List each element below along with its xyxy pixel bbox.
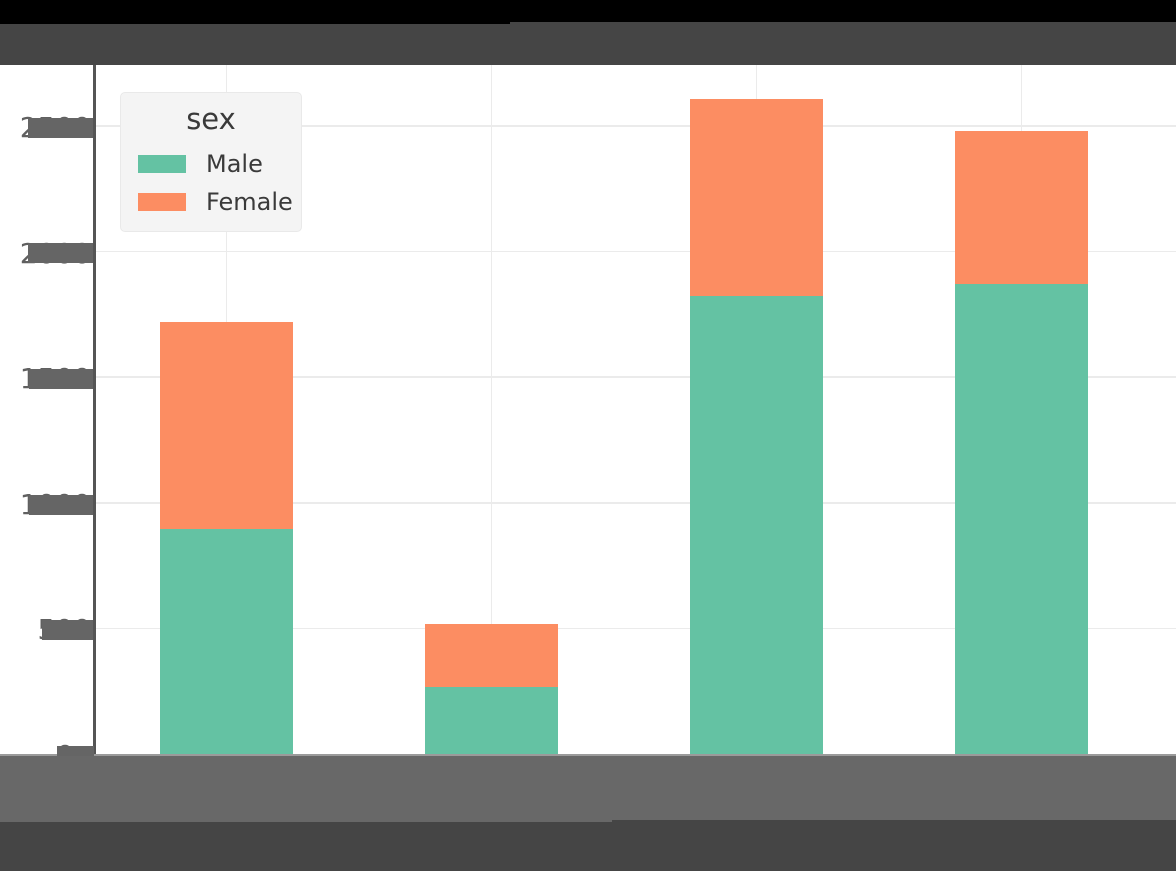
bar-cat2-female [425,624,558,687]
redaction-x-tick-labels [0,756,1176,822]
legend-label-female: Female [206,188,293,217]
redaction-ytick-zero [57,746,94,757]
legend-swatch-female [138,193,186,212]
v-gridline-cat2 [490,65,493,754]
legend-label-male: Male [206,150,263,178]
bar-cat4-female [955,131,1088,284]
bar-cat3-female [690,98,823,297]
redaction-ytick-1000 [29,494,94,515]
redaction-x-axis-title-step [612,820,1176,871]
bar-cat1-male [160,529,293,754]
redaction-ytick-2500 [28,117,94,138]
h-gridline-500 [95,627,1176,630]
x-axis-line [0,753,1176,756]
redaction-ytick-1500 [29,368,94,389]
y-axis-spine [93,65,96,754]
redaction-ytick-500 [42,620,94,641]
h-gridline-2000 [95,250,1176,253]
top-black-strip [0,0,1176,24]
legend-box: sex Male Female [120,92,302,232]
redaction-chart-title-right [510,22,1176,65]
redaction-chart-title-left [0,24,510,65]
legend-title: sex [186,102,236,136]
legend-swatch-male [138,155,186,173]
h-gridline-1000 [95,502,1176,504]
bar-cat2-male [425,686,558,754]
h-gridline-1500 [95,376,1176,378]
redaction-ytick-2000 [28,243,94,264]
h-gridline-2500 [95,125,1176,127]
bar-cat3-male [690,296,823,754]
bar-cat4-male [955,284,1088,754]
bar-cat1-female [160,322,293,530]
